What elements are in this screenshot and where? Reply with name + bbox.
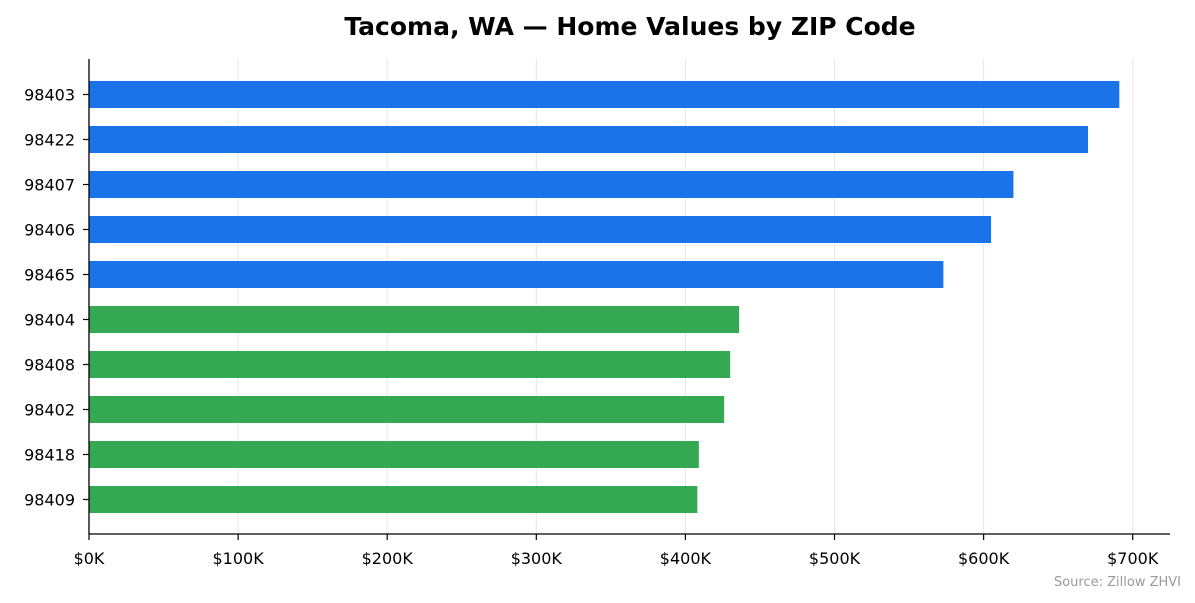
x-tick-label: $300K [511, 549, 563, 568]
bar-98422 [89, 126, 1088, 153]
y-tick-label: 98404 [24, 311, 75, 330]
y-tick-label: 98402 [24, 401, 75, 420]
x-tick-label: $500K [809, 549, 861, 568]
x-tick-label: $0K [74, 549, 105, 568]
y-tick-label: 98422 [24, 131, 75, 150]
y-tick-label: 98403 [24, 86, 75, 105]
bars [89, 81, 1120, 513]
y-tick-label: 98409 [24, 491, 75, 510]
y-tick-label: 98418 [24, 446, 75, 465]
x-tick-label: $600K [958, 549, 1010, 568]
bar-98408 [89, 351, 731, 378]
x-tick-label: $200K [362, 549, 414, 568]
x-tick-label: $700K [1107, 549, 1159, 568]
x-tick-labels: $0K $100K $200K $300K $400K $500K $600K $700K [74, 549, 1159, 568]
x-tick-label: $400K [660, 549, 712, 568]
y-tick-labels: 98403 98422 98407 98406 98465 98404 98408 98402… [24, 86, 75, 510]
bar-98404 [89, 306, 740, 333]
chart-title: Tacoma, WA — Home Values by ZIP Code [344, 12, 915, 41]
y-tick-label: 98407 [24, 176, 75, 195]
bar-98407 [89, 171, 1014, 198]
bar-98403 [89, 81, 1120, 108]
bar-98402 [89, 396, 725, 423]
y-tick-label: 98465 [24, 266, 75, 285]
y-tick-label: 98406 [24, 221, 75, 240]
bar-98409 [89, 486, 698, 513]
x-tick-label: $100K [212, 549, 264, 568]
bar-98465 [89, 261, 944, 288]
axes [83, 59, 1170, 540]
bar-98406 [89, 216, 992, 243]
bar-98418 [89, 441, 699, 468]
y-tick-label: 98408 [24, 356, 75, 375]
source-note: Source: Zillow ZHVI [1054, 575, 1181, 590]
